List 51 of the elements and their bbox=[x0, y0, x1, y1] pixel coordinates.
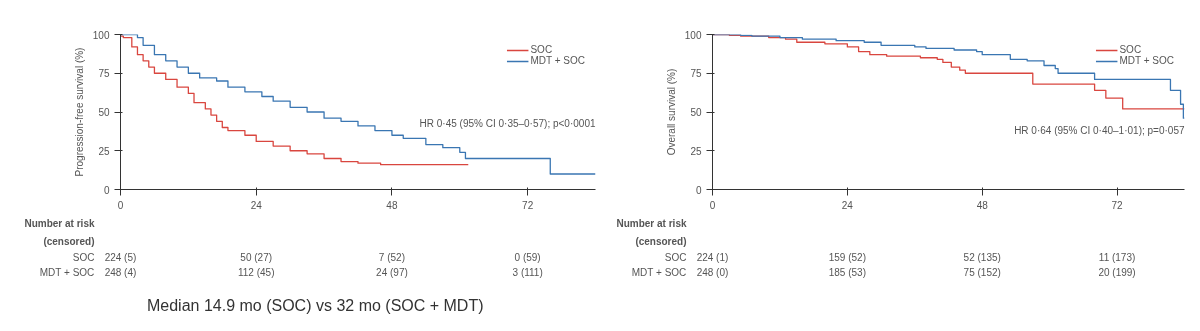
y-tick-label: 75 bbox=[690, 68, 702, 80]
text: 112 (45) bbox=[237, 267, 275, 278]
legend-label: SOC bbox=[530, 44, 553, 55]
x-tick-label: 0 bbox=[709, 199, 716, 211]
text: Median 14.9 mo (SOC) vs 32 mo (SOC + MDT) bbox=[146, 297, 484, 314]
text: 159 (52) bbox=[828, 252, 866, 263]
y-tick-label: 75 bbox=[98, 68, 110, 80]
text: MDT + SOC bbox=[631, 267, 687, 278]
y-axis-title: Progression-free survival (%) bbox=[73, 47, 85, 177]
annotation: HR 0·64 (95% CI 0·40–1·01); p=0·057 bbox=[1014, 125, 1185, 136]
y-tick-label: 25 bbox=[98, 145, 110, 157]
text: 185 (53) bbox=[828, 267, 866, 278]
x-tick-label: 72 bbox=[1111, 199, 1124, 211]
y-tick-label: 100 bbox=[92, 29, 110, 41]
legend-label: SOC bbox=[1119, 44, 1142, 55]
y-tick-label: 25 bbox=[690, 145, 702, 157]
text: 224 (5) bbox=[104, 252, 137, 263]
text: SOC bbox=[72, 252, 95, 263]
text: (censored) bbox=[635, 236, 687, 247]
text: 3 (111) bbox=[512, 267, 543, 278]
x-tick-label: 24 bbox=[841, 199, 854, 211]
text: 75 (152) bbox=[963, 267, 1001, 278]
text: SOC bbox=[664, 252, 687, 263]
text: 20 (199) bbox=[1098, 267, 1136, 278]
legend-label: MDT + SOC bbox=[530, 55, 585, 66]
y-tick-label: 0 bbox=[103, 184, 110, 196]
text: 52 (135) bbox=[963, 252, 1001, 263]
x-tick-label: 24 bbox=[250, 199, 263, 211]
text: Number at risk bbox=[616, 218, 687, 229]
text: 11 (173) bbox=[1098, 252, 1136, 263]
text: 7 (52) bbox=[378, 252, 405, 263]
x-tick-label: 72 bbox=[522, 199, 534, 211]
text: 224 (1) bbox=[696, 252, 729, 263]
x-tick-label: 48 bbox=[976, 199, 989, 211]
text: MDT + SOC bbox=[39, 267, 95, 278]
text: 24 (97) bbox=[376, 267, 408, 278]
text: Number at risk bbox=[24, 218, 95, 229]
y-tick-label: 100 bbox=[684, 29, 702, 41]
text: 50 (27) bbox=[240, 252, 273, 263]
y-tick-label: 50 bbox=[98, 107, 110, 118]
y-tick-label: 0 bbox=[695, 184, 702, 196]
y-tick-label: 50 bbox=[690, 107, 702, 118]
x-tick-label: 0 bbox=[117, 199, 124, 211]
y-axis-title: Overall survival (%) bbox=[665, 68, 677, 156]
legend-label: MDT + SOC bbox=[1119, 55, 1174, 66]
text: 248 (4) bbox=[104, 267, 137, 278]
text: (censored) bbox=[43, 236, 95, 247]
annotation: HR 0·45 (95% CI 0·35–0·57); p<0·0001 bbox=[419, 118, 596, 129]
text: 0 (59) bbox=[514, 252, 541, 263]
x-tick-label: 48 bbox=[386, 199, 398, 211]
text: 248 (0) bbox=[696, 267, 729, 278]
